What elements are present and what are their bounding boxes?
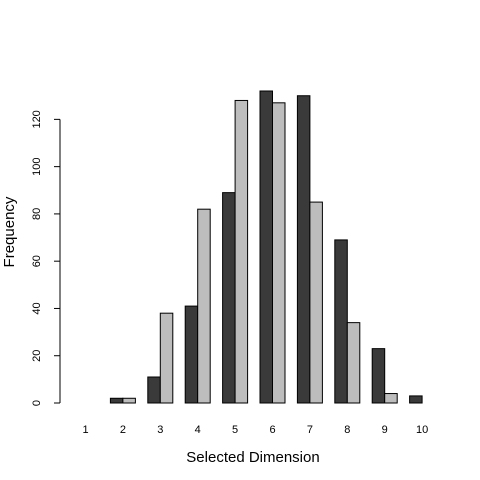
- y-tick-label: 0: [31, 400, 43, 406]
- bar-8-series-2: [346, 322, 361, 404]
- bar-5-series-2: [234, 99, 249, 404]
- x-tick-label: 7: [307, 424, 313, 436]
- y-tick-label: 100: [31, 157, 43, 175]
- x-tick-label: 9: [382, 424, 388, 436]
- x-tick-label: 1: [82, 424, 88, 436]
- bar-4-series-1: [184, 305, 199, 404]
- y-tick-label: 20: [31, 350, 43, 362]
- bar-6-series-1: [259, 90, 273, 404]
- y-tick-label: 60: [31, 255, 43, 267]
- bars-group: [109, 90, 423, 404]
- bar-5-series-1: [222, 192, 236, 404]
- x-axis-labels: 1 2 3 4 5 6 7 8 9 10: [82, 424, 428, 436]
- bar-7-series-1: [296, 95, 311, 404]
- x-tick-label: 6: [269, 424, 275, 436]
- x-tick-label: 8: [344, 424, 350, 436]
- y-tick-label: 80: [31, 208, 43, 220]
- bar-6-series-2: [272, 102, 286, 404]
- x-tick-label: 4: [195, 424, 201, 436]
- bar-3-series-1: [147, 376, 161, 404]
- bar-10-series-1: [409, 395, 423, 404]
- bar-9-series-1: [371, 348, 386, 404]
- y-axis-title: Frequency: [1, 196, 18, 267]
- x-tick-label: 10: [416, 424, 428, 436]
- y-axis: 0 20 40 60 80 100 120: [31, 110, 61, 406]
- bar-2-series-1: [109, 397, 124, 404]
- x-tick-label: 2: [120, 424, 126, 436]
- bar-4-series-2: [197, 208, 211, 404]
- x-tick-label: 3: [157, 424, 163, 436]
- bar-9-series-2: [384, 393, 398, 404]
- x-axis-title: Selected Dimension: [186, 449, 319, 466]
- x-tick-label: 5: [232, 424, 238, 436]
- bar-2-series-2: [122, 397, 136, 404]
- y-tick-label: 40: [31, 302, 43, 314]
- bar-3-series-2: [159, 312, 174, 404]
- y-tick-label: 120: [31, 110, 43, 128]
- bar-8-series-1: [334, 239, 348, 404]
- bar-7-series-2: [309, 201, 323, 404]
